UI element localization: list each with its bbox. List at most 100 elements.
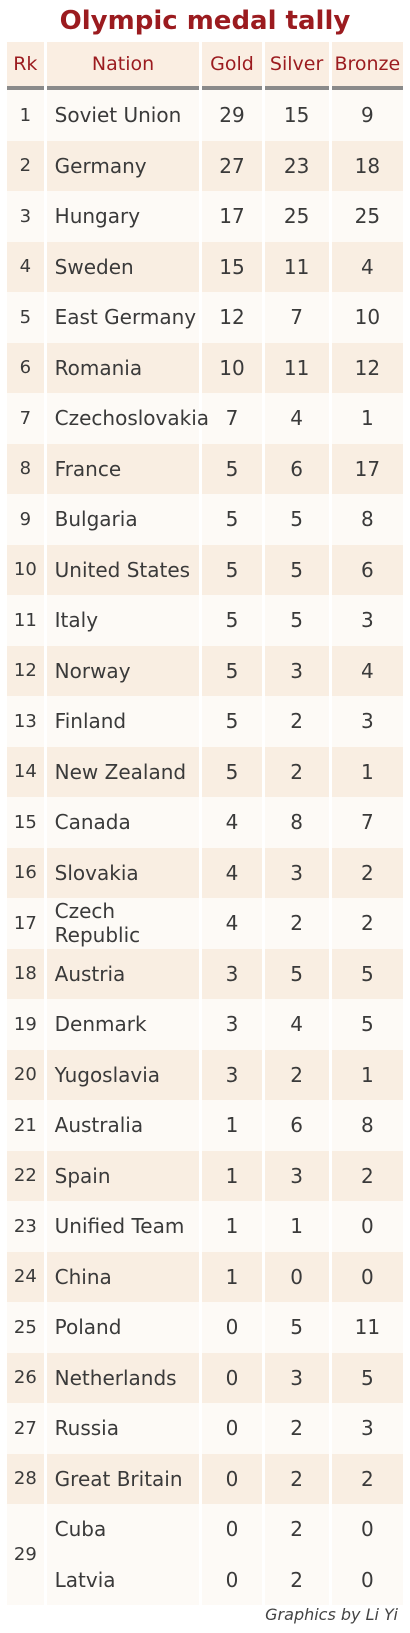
gold-cell: 1 bbox=[202, 1100, 262, 1151]
gold-cell: 4 bbox=[202, 797, 262, 848]
bronze-cell: 5 bbox=[331, 999, 403, 1050]
gold-cell: 5 bbox=[202, 595, 262, 646]
credit-line: Graphics by Li Yi bbox=[265, 1605, 398, 1624]
medal-table: Rk Nation Gold Silver Bronze 1 Soviet Uni… bbox=[4, 42, 406, 1605]
silver-cell: 5 bbox=[264, 948, 329, 999]
nation-cell: Canada bbox=[46, 797, 200, 848]
rank-cell: 17 bbox=[7, 898, 44, 949]
rank-cell: 28 bbox=[7, 1453, 44, 1504]
bronze-cell: 12 bbox=[331, 342, 403, 393]
bronze-cell: 6 bbox=[331, 544, 403, 595]
silver-cell: 3 bbox=[264, 1150, 329, 1201]
gold-cell: 5 bbox=[202, 443, 262, 494]
table-row: Latvia 0 2 0 bbox=[7, 1554, 403, 1605]
bronze-cell: 2 bbox=[331, 898, 403, 949]
table-row: 21 Australia 1 6 8 bbox=[7, 1100, 403, 1151]
bronze-cell: 1 bbox=[331, 1049, 403, 1100]
gold-cell: 3 bbox=[202, 999, 262, 1050]
silver-cell: 5 bbox=[264, 1302, 329, 1353]
silver-cell: 3 bbox=[264, 1352, 329, 1403]
bronze-cell: 9 bbox=[331, 90, 403, 141]
rank-cell: 29 bbox=[7, 1504, 44, 1605]
gold-cell: 5 bbox=[202, 696, 262, 747]
nation-cell: France bbox=[46, 443, 200, 494]
bronze-cell: 7 bbox=[331, 797, 403, 848]
nation-cell: Czechoslovakia bbox=[46, 393, 209, 444]
table-row: 3 Hungary 17 25 25 bbox=[7, 191, 403, 242]
rank-cell: 23 bbox=[7, 1201, 44, 1252]
gold-cell: 5 bbox=[202, 645, 262, 696]
gold-cell: 0 bbox=[202, 1554, 262, 1605]
bronze-cell: 17 bbox=[331, 443, 403, 494]
rank-cell: 4 bbox=[7, 241, 44, 292]
bronze-cell: 4 bbox=[331, 645, 403, 696]
table-row: 20 Yugoslavia 3 2 1 bbox=[7, 1049, 403, 1100]
rank-cell: 24 bbox=[7, 1251, 44, 1302]
table-row: 25 Poland 0 5 11 bbox=[7, 1302, 403, 1353]
bronze-cell: 2 bbox=[331, 1150, 403, 1201]
rank-cell: 20 bbox=[7, 1049, 44, 1100]
bronze-cell: 8 bbox=[331, 494, 403, 545]
silver-cell: 3 bbox=[264, 645, 329, 696]
rank-cell: 22 bbox=[7, 1150, 44, 1201]
nation-cell: Austria bbox=[46, 948, 200, 999]
gold-cell: 10 bbox=[202, 342, 262, 393]
rank-cell: 3 bbox=[7, 191, 44, 242]
silver-cell: 8 bbox=[264, 797, 329, 848]
rank-cell: 5 bbox=[7, 292, 44, 343]
rank-cell: 8 bbox=[7, 443, 44, 494]
nation-cell: Unified Team bbox=[46, 1201, 200, 1252]
header-rank: Rk bbox=[7, 42, 44, 90]
rank-cell: 1 bbox=[7, 90, 44, 141]
gold-cell: 0 bbox=[202, 1504, 262, 1555]
bronze-cell: 8 bbox=[331, 1100, 403, 1151]
silver-cell: 2 bbox=[264, 746, 329, 797]
silver-cell: 2 bbox=[264, 1049, 329, 1100]
silver-cell: 4 bbox=[264, 393, 329, 444]
nation-cell: Bulgaria bbox=[46, 494, 200, 545]
table-row: 5 East Germany 12 7 10 bbox=[7, 292, 403, 343]
silver-cell: 1 bbox=[264, 1201, 329, 1252]
rank-cell: 2 bbox=[7, 140, 44, 191]
rank-cell: 6 bbox=[7, 342, 44, 393]
table-row: 7 Czechoslovakia 7 4 1 bbox=[7, 393, 403, 444]
gold-cell: 27 bbox=[202, 140, 262, 191]
bronze-cell: 0 bbox=[331, 1201, 403, 1252]
nation-cell: Slovakia bbox=[46, 847, 200, 898]
gold-cell: 0 bbox=[202, 1352, 262, 1403]
gold-cell: 0 bbox=[202, 1302, 262, 1353]
table-header: Rk Nation Gold Silver Bronze bbox=[7, 42, 403, 90]
gold-cell: 0 bbox=[202, 1403, 262, 1454]
silver-cell: 2 bbox=[264, 1554, 329, 1605]
gold-cell: 5 bbox=[202, 494, 262, 545]
gold-cell: 0 bbox=[202, 1453, 262, 1504]
nation-cell: East Germany bbox=[46, 292, 200, 343]
nation-cell: Germany bbox=[46, 140, 200, 191]
table-body: 1 Soviet Union 29 15 9 2 Germany 27 23 18 3 Hungary… bbox=[7, 90, 403, 1605]
bronze-cell: 0 bbox=[331, 1504, 403, 1555]
gold-cell: 1 bbox=[202, 1251, 262, 1302]
nation-cell: Yugoslavia bbox=[46, 1049, 200, 1100]
nation-cell: Great Britain bbox=[46, 1453, 200, 1504]
table-row: 23 Unified Team 1 1 0 bbox=[7, 1201, 403, 1252]
rank-cell: 19 bbox=[7, 999, 44, 1050]
nation-cell: Australia bbox=[46, 1100, 200, 1151]
bronze-cell: 0 bbox=[331, 1251, 403, 1302]
table-row: 15 Canada 4 8 7 bbox=[7, 797, 403, 848]
header-bronze: Bronze bbox=[331, 42, 403, 90]
rank-cell: 14 bbox=[7, 746, 44, 797]
nation-cell: Norway bbox=[46, 645, 200, 696]
table-row: 10 United States 5 5 6 bbox=[7, 544, 403, 595]
rank-cell: 21 bbox=[7, 1100, 44, 1151]
table-row: 8 France 5 6 17 bbox=[7, 443, 403, 494]
nation-cell: Denmark bbox=[46, 999, 200, 1050]
table-row: 11 Italy 5 5 3 bbox=[7, 595, 403, 646]
bronze-cell: 5 bbox=[331, 948, 403, 999]
bronze-cell: 10 bbox=[331, 292, 403, 343]
silver-cell: 5 bbox=[264, 544, 329, 595]
nation-cell: Cuba bbox=[46, 1504, 200, 1555]
table-row: 28 Great Britain 0 2 2 bbox=[7, 1453, 403, 1504]
silver-cell: 0 bbox=[264, 1251, 329, 1302]
nation-cell: Netherlands bbox=[46, 1352, 200, 1403]
gold-cell: 12 bbox=[202, 292, 262, 343]
